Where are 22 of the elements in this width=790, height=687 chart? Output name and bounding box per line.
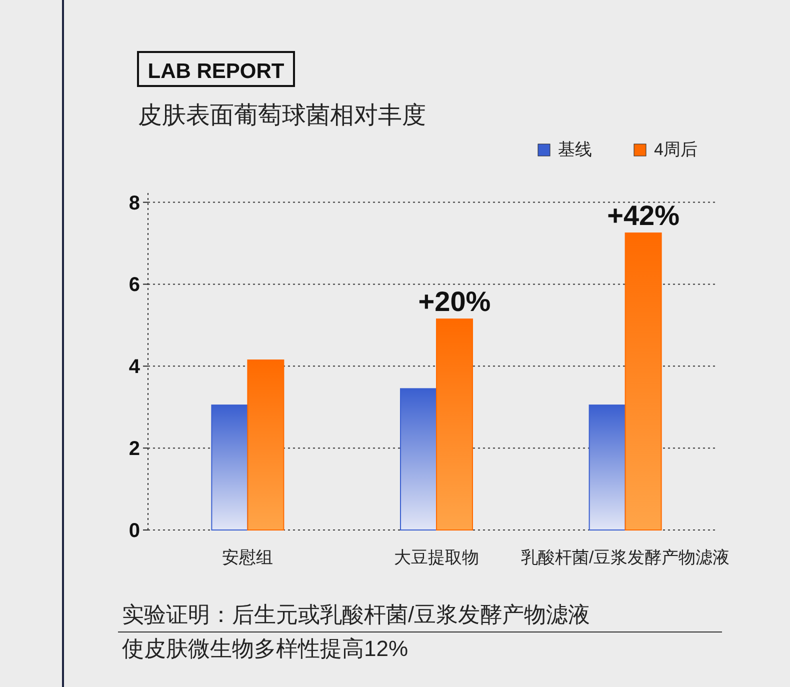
text: 实验证明：后生元或乳酸杆菌/豆浆发酵产物滤液 bbox=[122, 602, 590, 627]
bar bbox=[624, 232, 662, 530]
y-tick-label: 8 bbox=[128, 192, 140, 214]
chart-title: LAB REPORT bbox=[148, 60, 284, 83]
chart-subtitle: 皮肤表面葡萄球菌相对丰度 bbox=[138, 102, 426, 129]
text: 使皮肤微生物多样性提高12% bbox=[122, 636, 408, 661]
legend-label: 4周后 bbox=[654, 140, 698, 159]
bar bbox=[211, 404, 248, 530]
annotation: +20% bbox=[418, 286, 491, 318]
legend-label: 基线 bbox=[558, 140, 592, 159]
bar bbox=[588, 404, 626, 530]
y-tick-label: 4 bbox=[128, 356, 141, 378]
x-tick-label: 乳酸杆菌/豆浆发酵产物滤液 bbox=[520, 548, 730, 567]
x-tick-label: 安慰组 bbox=[222, 548, 274, 567]
bar bbox=[436, 318, 473, 530]
bar bbox=[400, 388, 437, 530]
y-tick-label: 2 bbox=[128, 438, 140, 460]
x-tick-label: 大豆提取物 bbox=[394, 548, 479, 567]
y-tick-label: 0 bbox=[128, 520, 140, 542]
bar bbox=[247, 360, 284, 530]
y-tick-label: 6 bbox=[128, 274, 140, 296]
annotation: +42% bbox=[607, 200, 680, 232]
